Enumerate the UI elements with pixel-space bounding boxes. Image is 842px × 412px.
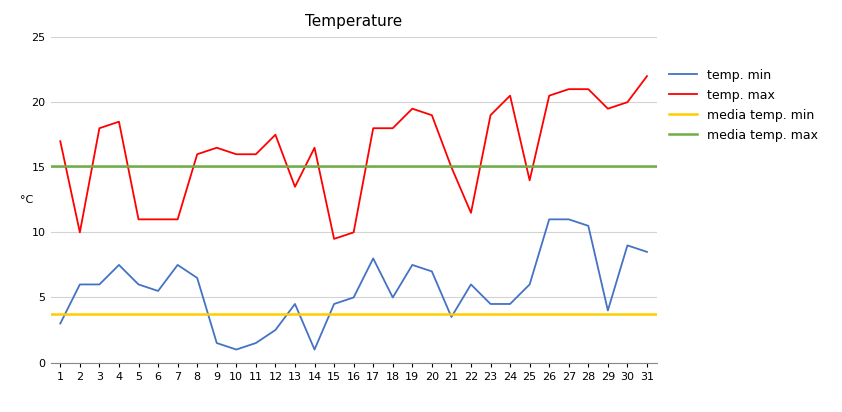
temp. min (153, 288, 163, 293)
Title: Temperature: Temperature (305, 14, 402, 29)
temp. min (387, 295, 397, 300)
temp. max (486, 113, 496, 118)
temp. max (94, 126, 104, 131)
temp. min (94, 282, 104, 287)
temp. max (310, 145, 320, 150)
temp. min (584, 223, 594, 228)
temp. min (192, 276, 202, 281)
Y-axis label: °C: °C (19, 195, 33, 205)
temp. min (173, 262, 183, 267)
temp. max (114, 119, 124, 124)
temp. min (427, 269, 437, 274)
temp. min (114, 262, 124, 267)
temp. min (134, 282, 144, 287)
temp. max (622, 100, 632, 105)
temp. min (368, 256, 378, 261)
Legend: temp. min, temp. max, media temp. min, media temp. max: temp. min, temp. max, media temp. min, m… (669, 69, 818, 142)
temp. max (563, 87, 573, 91)
temp. min (642, 249, 652, 254)
temp. max (349, 230, 359, 235)
temp. max (584, 87, 594, 91)
temp. min (329, 302, 339, 307)
temp. min (251, 341, 261, 346)
temp. max (466, 211, 476, 215)
temp. max (251, 152, 261, 157)
temp. min (290, 302, 300, 307)
temp. max (408, 106, 418, 111)
temp. max (642, 74, 652, 79)
temp. max (192, 152, 202, 157)
temp. min (466, 282, 476, 287)
temp. min (75, 282, 85, 287)
temp. min (563, 217, 573, 222)
temp. max (544, 93, 554, 98)
temp. min (56, 321, 66, 326)
media temp. max (35, 164, 45, 169)
temp. max (232, 152, 242, 157)
temp. max (290, 184, 300, 189)
temp. min (232, 347, 242, 352)
Line: temp. min: temp. min (61, 219, 647, 349)
temp. max (134, 217, 144, 222)
temp. max (329, 236, 339, 241)
temp. min (525, 282, 535, 287)
temp. min (310, 347, 320, 352)
temp. min (505, 302, 515, 307)
temp. min (446, 314, 456, 319)
temp. min (270, 328, 280, 332)
temp. max (446, 165, 456, 170)
temp. max (427, 113, 437, 118)
temp. max (270, 132, 280, 137)
temp. max (603, 106, 613, 111)
temp. min (211, 341, 221, 346)
media temp. max (56, 164, 66, 169)
Line: temp. max: temp. max (61, 76, 647, 239)
temp. max (173, 217, 183, 222)
temp. max (387, 126, 397, 131)
temp. max (525, 178, 535, 183)
temp. min (486, 302, 496, 307)
temp. max (75, 230, 85, 235)
temp. max (368, 126, 378, 131)
media temp. min (56, 312, 66, 317)
media temp. min (35, 312, 45, 317)
temp. min (349, 295, 359, 300)
temp. min (544, 217, 554, 222)
temp. max (153, 217, 163, 222)
temp. min (603, 308, 613, 313)
temp. min (408, 262, 418, 267)
temp. min (622, 243, 632, 248)
temp. max (211, 145, 221, 150)
temp. max (505, 93, 515, 98)
temp. max (56, 139, 66, 144)
